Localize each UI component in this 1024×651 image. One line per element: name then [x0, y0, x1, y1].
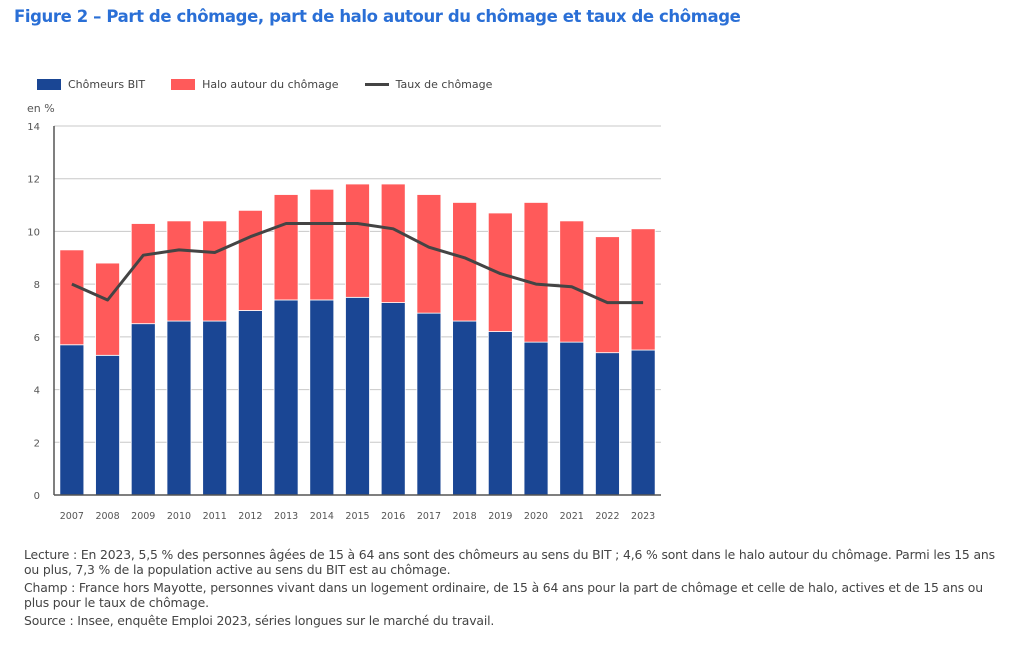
- bar-halo: [630, 228, 656, 351]
- bar-chomeurs: [202, 320, 228, 496]
- y-axis-unit-label: en %: [27, 102, 55, 115]
- bar-halo: [130, 223, 156, 325]
- figure-notes: Lecture : En 2023, 5,5 % des personnes â…: [24, 547, 1009, 631]
- x-tick-label: 2023: [631, 511, 655, 522]
- bar-chomeurs: [59, 344, 85, 496]
- note-source: Source : Insee, enquête Emploi 2023, sér…: [24, 613, 495, 628]
- x-tick-label: 2017: [417, 511, 441, 522]
- x-tick-label: 2011: [203, 511, 227, 522]
- bar-chomeurs: [452, 320, 478, 496]
- legend-swatch-chomeurs: [37, 78, 61, 90]
- note-lecture: Lecture : En 2023, 5,5 % des personnes â…: [24, 547, 995, 577]
- bar-chomeurs: [559, 341, 585, 496]
- legend-label: Taux de chômage: [395, 77, 493, 91]
- bar-chomeurs: [595, 352, 620, 496]
- x-tick-label: 2012: [238, 511, 262, 522]
- bar-chomeurs: [237, 310, 263, 496]
- y-tick-label: 8: [34, 280, 40, 291]
- note-champ: Champ : France hors Mayotte, personnes v…: [24, 580, 983, 610]
- legend-swatch-taux: [364, 82, 389, 86]
- figure-title: Figure 2 – Part de chômage, part de halo…: [14, 7, 741, 26]
- y-tick-label: 6: [34, 333, 40, 344]
- y-tick-label: 2: [34, 438, 40, 449]
- bar-chomeurs: [630, 349, 656, 496]
- legend-item-chomeurs: Chômeurs BIT: [37, 78, 145, 91]
- bar-halo: [59, 249, 85, 346]
- y-tick-label: 14: [27, 122, 40, 133]
- legend-item-halo: Halo autour du chômage: [171, 77, 339, 91]
- bar-chomeurs: [345, 296, 370, 496]
- bar-halo: [416, 194, 442, 314]
- legend-swatch-halo: [171, 78, 196, 90]
- bar-halo: [237, 209, 263, 311]
- bar-chomeurs: [130, 323, 156, 496]
- x-tick-label: 2009: [131, 511, 155, 522]
- y-tick-label: 10: [27, 227, 40, 238]
- x-tick-label: 2020: [524, 511, 548, 522]
- legend-item-taux: Taux de chômage: [364, 77, 493, 91]
- x-tick-label: 2018: [453, 511, 477, 522]
- bar-chomeurs: [309, 299, 335, 496]
- bar-halo: [380, 183, 406, 303]
- x-tick-label: 2014: [310, 511, 334, 522]
- chart-legend: Chômeurs BIT Halo autour du chômage Taux…: [37, 76, 518, 92]
- bar-halo: [523, 202, 549, 343]
- x-tick-label: 2019: [488, 511, 512, 522]
- bar-chomeurs: [416, 312, 442, 496]
- y-tick-label: 4: [34, 386, 40, 397]
- bar-halo: [202, 220, 228, 322]
- y-tick-label: 12: [27, 175, 40, 186]
- x-tick-label: 2021: [560, 511, 584, 522]
- legend-label: Chômeurs BIT: [68, 77, 146, 91]
- bar-halo: [95, 262, 120, 356]
- bar-chomeurs: [166, 320, 192, 496]
- bar-halo: [345, 183, 370, 298]
- x-tick-label: 2016: [381, 511, 405, 522]
- bar-chomeurs: [95, 354, 120, 496]
- bar-halo: [559, 220, 585, 343]
- x-tick-label: 2010: [167, 511, 191, 522]
- y-tick-label: 0: [34, 491, 40, 502]
- legend-label: Halo autour du chômage: [202, 77, 339, 91]
- bar-halo: [595, 236, 620, 354]
- bar-halo: [309, 188, 335, 301]
- bar-chomeurs: [523, 341, 549, 496]
- x-tick-label: 2008: [95, 511, 119, 522]
- x-tick-label: 2013: [274, 511, 298, 522]
- bar-chomeurs: [380, 302, 406, 496]
- x-tick-label: 2007: [60, 511, 84, 522]
- x-tick-label: 2015: [345, 511, 369, 522]
- bar-chomeurs: [487, 331, 513, 496]
- bar-chomeurs: [273, 299, 299, 496]
- bar-halo: [166, 220, 192, 322]
- bar-halo: [273, 194, 299, 301]
- x-tick-label: 2022: [595, 511, 619, 522]
